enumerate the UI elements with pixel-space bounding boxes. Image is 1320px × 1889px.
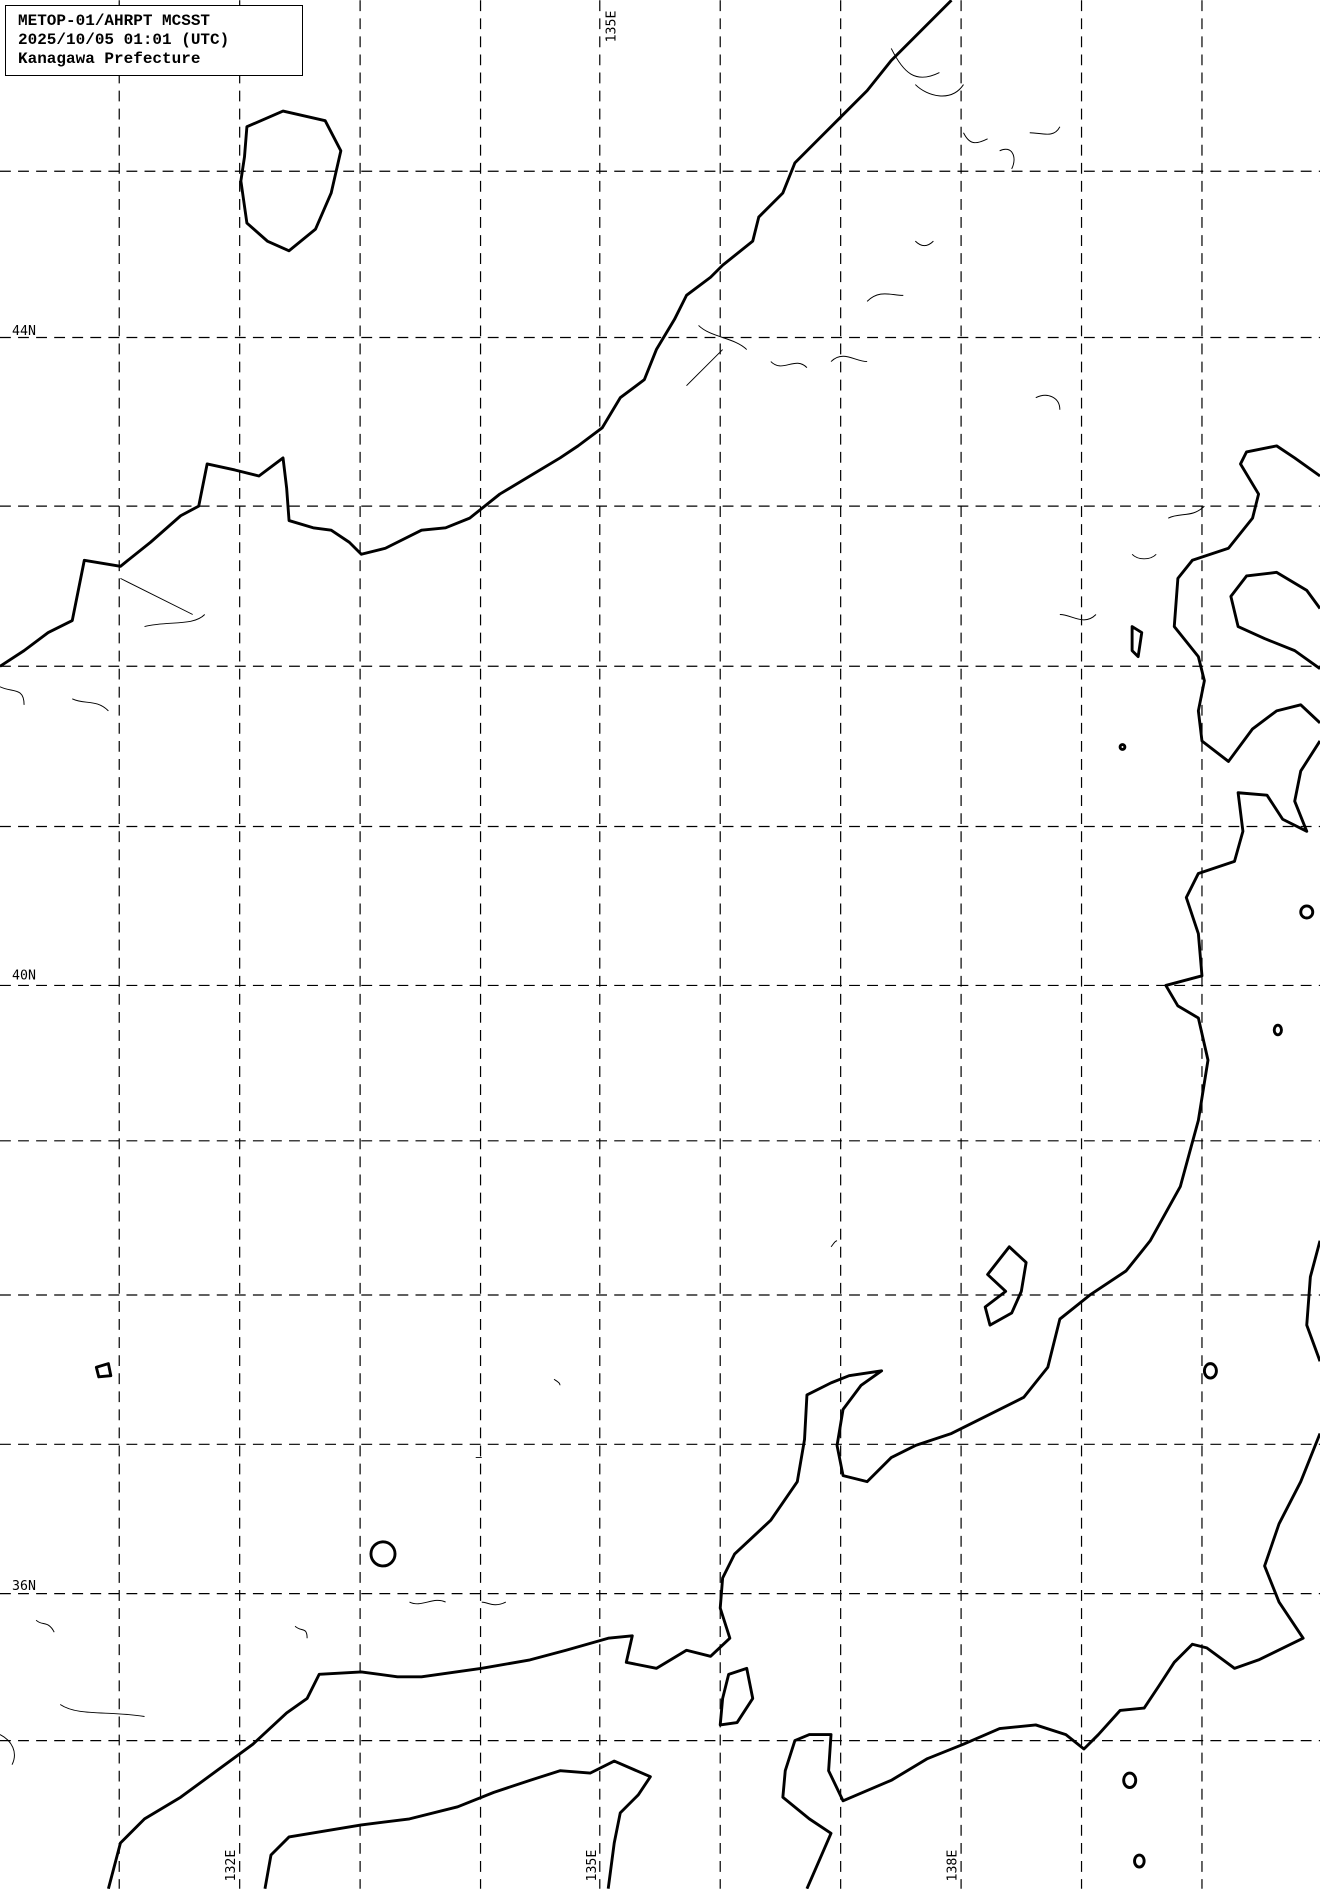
honshu-pacific-coast (781, 1240, 1320, 1889)
lon-label-135e: 135E (585, 1850, 600, 1882)
lon-label-132e: 132E (224, 1850, 239, 1882)
hokkaido (1172, 444, 1320, 763)
awaji-island (718, 1666, 755, 1727)
oki-island (369, 1540, 397, 1568)
small-island (94, 625, 1315, 1869)
latitude-labels: 44N 40N 36N (12, 324, 36, 1594)
oshima-peninsula (1229, 570, 1320, 670)
lat-label-44n: 44N (12, 324, 36, 339)
lat-label-36n: 36N (12, 1579, 36, 1594)
lon-label-top-135e: 135E (604, 11, 619, 43)
honshu-sea-coast (106, 740, 1320, 1889)
longitude-labels: 135E 132E 135E 138E (224, 11, 960, 1882)
observation-time: 2025/10/05 01:01 (UTC) (18, 31, 230, 49)
asia-coast (0, 0, 953, 668)
north-island (239, 109, 343, 253)
lon-label-138e: 138E (945, 1850, 960, 1882)
sst-contours (0, 48, 1205, 1765)
organization: Kanagawa Prefecture (18, 50, 201, 68)
info-box: METOP-01/AHRPT MCSST 2025/10/05 01:01 (U… (5, 5, 303, 76)
satellite-product: METOP-01/AHRPT MCSST (18, 12, 211, 30)
sado-island (983, 1245, 1028, 1327)
lat-label-40n: 40N (12, 968, 36, 983)
shikoku-kii (263, 1759, 652, 1889)
